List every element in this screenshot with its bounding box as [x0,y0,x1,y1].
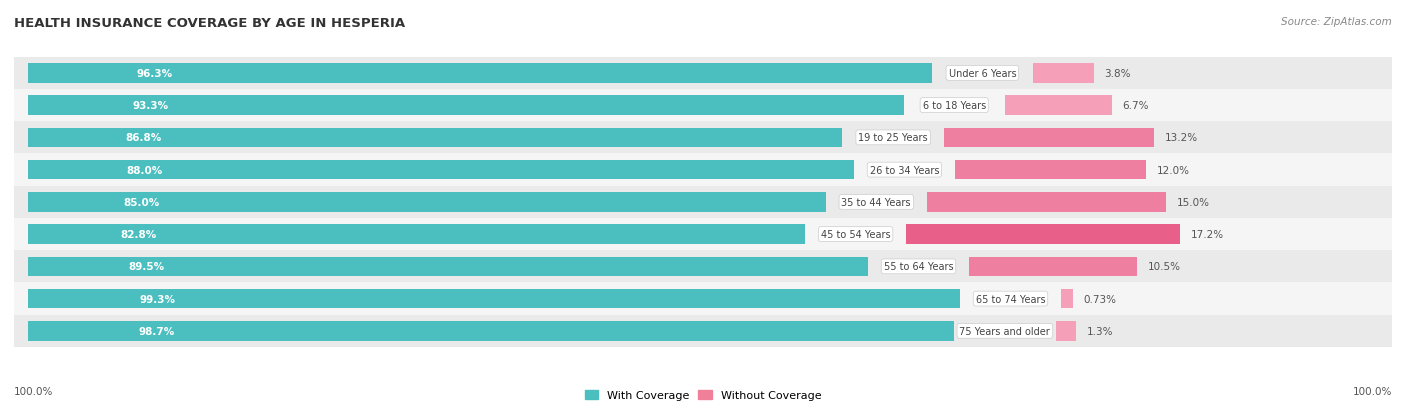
Text: 17.2%: 17.2% [1191,230,1225,240]
Text: 12.0%: 12.0% [1157,165,1189,175]
Text: 89.5%: 89.5% [128,262,165,272]
Text: 13.2%: 13.2% [1166,133,1198,143]
Text: Source: ZipAtlas.com: Source: ZipAtlas.com [1281,17,1392,26]
Bar [14,186,1392,218]
Text: 1.3%: 1.3% [1087,326,1114,336]
Text: 10.5%: 10.5% [1147,262,1180,272]
Bar [28,128,842,148]
Bar [28,64,932,83]
Text: HEALTH INSURANCE COVERAGE BY AGE IN HESPERIA: HEALTH INSURANCE COVERAGE BY AGE IN HESP… [14,17,405,29]
Text: 6.7%: 6.7% [1122,101,1149,111]
Text: 55 to 64 Years: 55 to 64 Years [884,262,953,272]
Text: 75 Years and older: 75 Years and older [959,326,1050,336]
Bar [28,225,806,244]
Bar [28,193,825,212]
Bar [14,122,1392,154]
Bar [927,193,1166,212]
Text: 6 to 18 Years: 6 to 18 Years [922,101,986,111]
Text: 88.0%: 88.0% [127,165,163,175]
Bar [28,321,955,341]
Legend: With Coverage, Without Coverage: With Coverage, Without Coverage [581,385,825,405]
Text: 3.8%: 3.8% [1104,69,1130,78]
Text: 99.3%: 99.3% [139,294,176,304]
Bar [1056,321,1076,341]
Bar [1005,96,1112,116]
Bar [969,257,1136,276]
Text: 15.0%: 15.0% [1177,197,1209,207]
Bar [28,96,904,116]
Text: 65 to 74 Years: 65 to 74 Years [976,294,1045,304]
Text: 0.73%: 0.73% [1084,294,1116,304]
Text: 85.0%: 85.0% [124,197,160,207]
Bar [1062,289,1073,309]
Bar [28,257,868,276]
Text: Under 6 Years: Under 6 Years [949,69,1017,78]
Bar [28,161,853,180]
Bar [14,218,1392,251]
Text: 82.8%: 82.8% [121,230,157,240]
Text: 100.0%: 100.0% [1353,387,1392,396]
Bar [14,315,1392,347]
Text: 98.7%: 98.7% [139,326,174,336]
Bar [28,289,960,309]
Bar [907,225,1181,244]
Bar [14,90,1392,122]
Text: 86.8%: 86.8% [125,133,162,143]
Text: 19 to 25 Years: 19 to 25 Years [858,133,928,143]
Bar [14,283,1392,315]
Text: 45 to 54 Years: 45 to 54 Years [821,230,890,240]
Text: 26 to 34 Years: 26 to 34 Years [870,165,939,175]
Text: 100.0%: 100.0% [14,387,53,396]
Bar [14,251,1392,283]
Bar [14,57,1392,90]
Bar [1033,64,1094,83]
Text: 93.3%: 93.3% [132,101,169,111]
Bar [14,154,1392,186]
Text: 35 to 44 Years: 35 to 44 Years [842,197,911,207]
Text: 96.3%: 96.3% [136,69,172,78]
Bar [955,161,1146,180]
Bar [943,128,1154,148]
